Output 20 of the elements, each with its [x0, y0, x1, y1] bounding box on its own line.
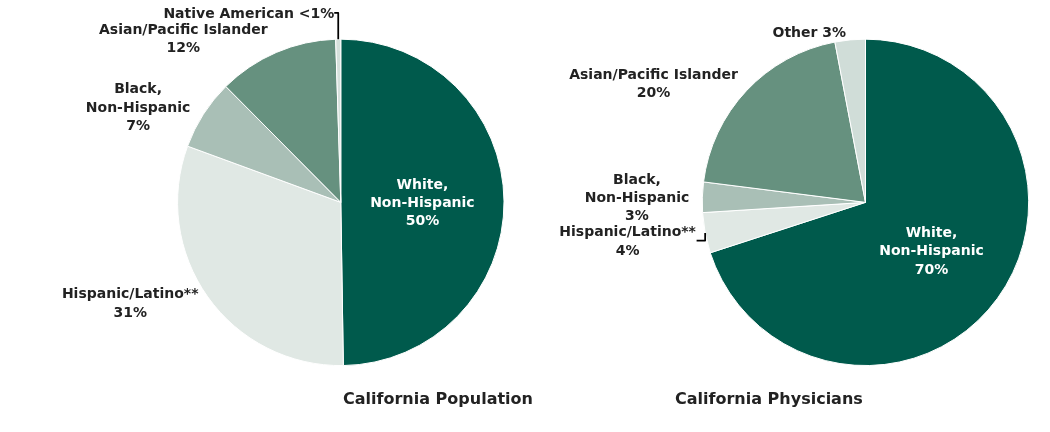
text: California Population — [343, 389, 533, 408]
slice-label: Hispanic/Latino** — [61, 285, 200, 302]
data-label: 12% — [166, 39, 201, 56]
data-label: 3% — [625, 207, 649, 224]
slice-label: Black, Non-Hispanic — [584, 171, 690, 206]
slice-label: Native American <1% — [163, 4, 335, 21]
slice-label: Hispanic/Latino** — [559, 223, 697, 240]
data-label: 4% — [615, 241, 640, 258]
slice-label: Other 3% — [772, 23, 847, 40]
slice-label: Black, Non-Hispanic — [85, 80, 191, 115]
data-label: 50% — [405, 211, 440, 228]
slice-label: Asian/Pacific Islander — [569, 65, 738, 82]
data-label: 20% — [636, 83, 671, 100]
slice-label: White, Non-Hispanic — [879, 224, 984, 259]
data-label: 7% — [126, 116, 150, 133]
slice-label: Asian/Pacific Islander — [98, 20, 268, 37]
data-label: 31% — [113, 303, 147, 320]
slice-label: White, Non-Hispanic — [370, 175, 475, 210]
data-label: 70% — [914, 260, 949, 277]
text: California Physicians — [675, 389, 863, 408]
